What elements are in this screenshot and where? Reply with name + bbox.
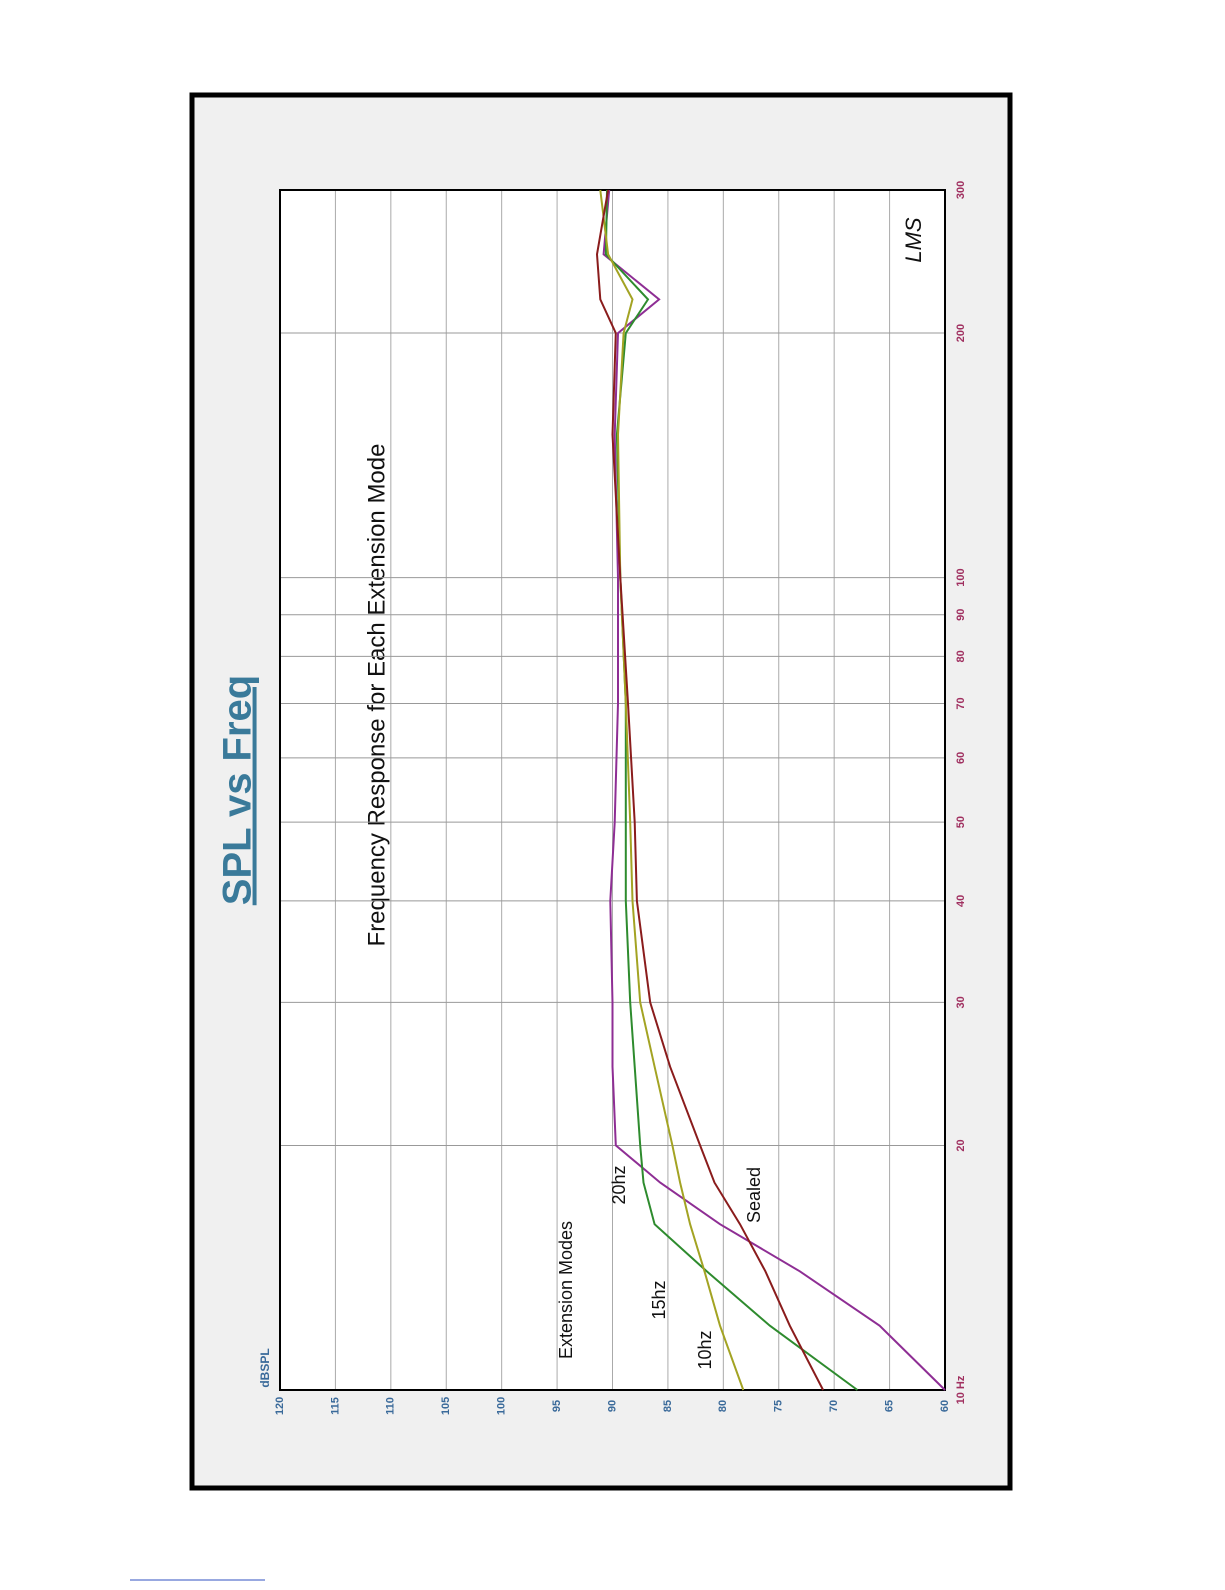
y-tick-label: 110	[385, 1397, 397, 1415]
series-label: Sealed	[744, 1167, 764, 1223]
y-tick-label: 95	[551, 1400, 563, 1412]
y-tick-label: 90	[606, 1400, 618, 1412]
x-tick-label: 200	[955, 324, 967, 342]
x-tick-label: 20	[955, 1139, 967, 1151]
series-label: 15hz	[649, 1280, 669, 1319]
y-tick-label: 80	[717, 1400, 729, 1412]
x-tick-label: 90	[955, 609, 967, 621]
x-tick-label: 60	[955, 752, 967, 764]
x-tick-label: 100	[955, 568, 967, 586]
series-line	[602, 189, 946, 1391]
x-tick-label: 80	[955, 650, 967, 662]
y-tick-label: 75	[773, 1400, 785, 1412]
y-tick-label: 60	[939, 1400, 951, 1412]
x-tick-label: 70	[955, 697, 967, 709]
chart-subtitle: Frequency Response for Each Extension Mo…	[363, 444, 390, 947]
series-line	[595, 189, 824, 1391]
y-tick-label: 65	[883, 1400, 895, 1412]
y-tick-label: 120	[274, 1397, 286, 1415]
series-label: 20hz	[609, 1165, 629, 1204]
x-tick-label: 30	[955, 996, 967, 1008]
legend-title: Extension Modes	[556, 1221, 576, 1359]
y-tick-label: 100	[496, 1397, 508, 1415]
signature: LMS	[901, 217, 926, 263]
y-tick-label: 85	[662, 1400, 674, 1412]
x-tick-label: 10 Hz	[955, 1375, 967, 1404]
x-tick-label: 300	[955, 181, 967, 199]
x-tick-label: 50	[955, 816, 967, 828]
y-tick-label: 70	[828, 1400, 840, 1412]
series-label: 10hz	[695, 1330, 715, 1369]
series-line	[599, 189, 745, 1391]
plot-border	[279, 189, 946, 1391]
x-tick-label: 40	[955, 895, 967, 907]
chart-title: SPL vs Freq	[216, 675, 260, 905]
y-tick-label: 115	[329, 1397, 341, 1415]
y-axis-label: dBSPL	[258, 1348, 272, 1387]
series-line	[604, 189, 858, 1391]
y-tick-label: 105	[440, 1397, 452, 1415]
